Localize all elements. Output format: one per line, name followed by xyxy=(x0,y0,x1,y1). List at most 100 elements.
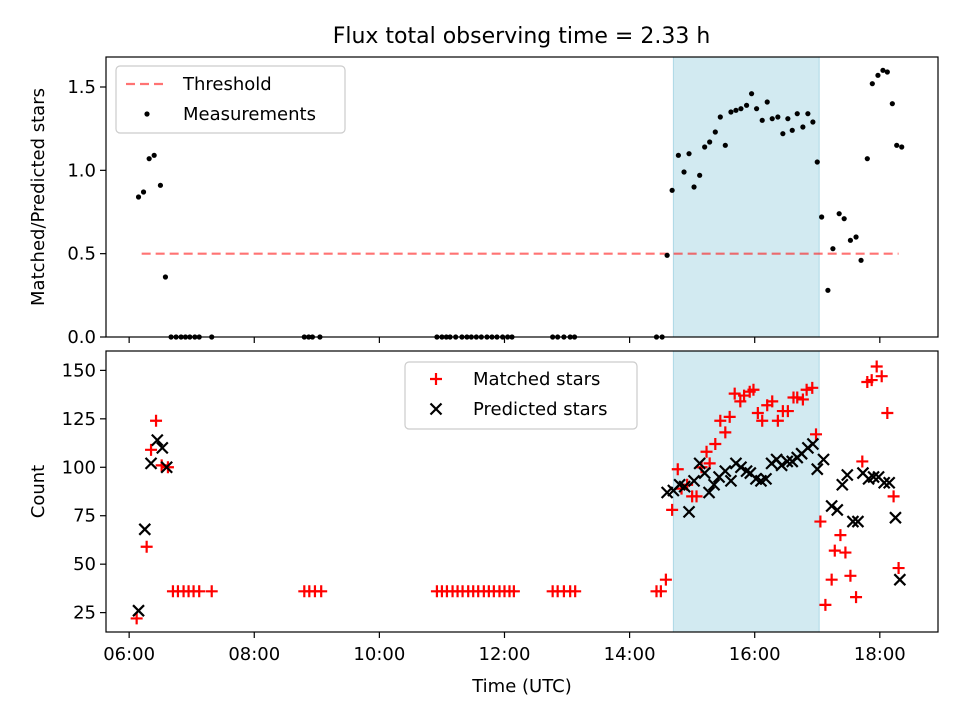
measurement-point xyxy=(858,257,864,263)
measurement-point xyxy=(880,67,886,73)
measurement-point xyxy=(664,252,670,258)
predicted-star-point xyxy=(693,457,706,470)
measurement-point xyxy=(728,109,734,115)
predicted-star-point xyxy=(682,505,696,519)
predicted-star-point xyxy=(893,573,907,586)
matched-star-point xyxy=(728,387,741,400)
legend-measurements-label: Measurements xyxy=(183,104,316,125)
measurement-point xyxy=(794,111,800,117)
measurement-point xyxy=(759,117,765,123)
bottom-x-tick-label: 12:00 xyxy=(479,644,531,665)
measurement-point xyxy=(800,124,806,130)
predicted-star-point xyxy=(132,604,145,617)
matched-star-point xyxy=(892,562,905,575)
bottom-x-tick-label: 06:00 xyxy=(103,644,155,665)
measurement-point xyxy=(825,287,831,293)
matched-star-point xyxy=(828,544,841,557)
matched-star-point xyxy=(856,455,869,468)
bottom-x-tick-label: 08:00 xyxy=(228,644,280,665)
top-axes-frame xyxy=(105,56,939,338)
legend-threshold-label: Threshold xyxy=(182,74,272,95)
measurement-point xyxy=(743,102,750,108)
matched-star-point xyxy=(814,515,827,528)
measurement-point xyxy=(789,127,795,133)
predicted-star-point xyxy=(846,515,860,528)
measurement-point xyxy=(847,237,854,243)
measurement-point xyxy=(146,156,152,162)
bottom-x-tick-label: 16:00 xyxy=(729,644,781,665)
predicted-star-point xyxy=(144,457,158,470)
bottom-axes-frame xyxy=(105,350,939,633)
predicted-star-point xyxy=(702,486,716,499)
measurement-point xyxy=(702,144,708,150)
predicted-star-point xyxy=(698,466,711,480)
legend-matched-swatch xyxy=(430,373,442,385)
measurement-point xyxy=(722,142,728,148)
measurement-point xyxy=(691,184,697,190)
matched-star-point xyxy=(825,573,838,586)
measurement-point xyxy=(814,159,820,165)
matched-star-point xyxy=(806,381,819,394)
matched-star-point xyxy=(666,503,679,516)
matched-star-point xyxy=(875,370,888,383)
measurement-point xyxy=(884,69,890,75)
measurement-point xyxy=(151,152,157,158)
predicted-star-point xyxy=(817,453,830,466)
predicted-star-point xyxy=(831,503,844,517)
matched-star-point xyxy=(819,598,832,611)
measurement-point xyxy=(738,106,744,112)
bottom-x-axis-label: Time (UTC) xyxy=(471,676,572,697)
chart-title: Flux total observing time = 2.33 h xyxy=(333,24,711,49)
bottom-y-tick-label: 125 xyxy=(62,409,96,430)
legend-matched-label: Matched stars xyxy=(473,369,600,390)
matched-star-point xyxy=(751,407,764,420)
predicted-star-point xyxy=(882,476,896,490)
measurement-point xyxy=(712,129,718,135)
matched-star-point xyxy=(887,490,900,503)
predicted-star-point xyxy=(160,460,173,474)
legend-predicted-label: Predicted stars xyxy=(473,399,607,420)
matched-star-point xyxy=(690,490,703,503)
measurement-point xyxy=(697,172,703,178)
bottom-series-1 xyxy=(132,433,907,617)
measurement-point xyxy=(686,151,692,157)
predicted-star-point xyxy=(780,455,794,468)
matched-star-point xyxy=(781,405,794,418)
matched-star-point xyxy=(659,573,672,586)
bottom-x-tick-label: 18:00 xyxy=(854,644,906,665)
top-legend xyxy=(115,65,346,134)
matched-star-point xyxy=(140,540,153,553)
matched-star-point xyxy=(723,410,736,423)
bottom-x-tick-label: 10:00 xyxy=(353,644,405,665)
predicted-star-point xyxy=(687,474,701,488)
matched-star-point xyxy=(709,438,722,451)
top-y-tick-label: 1.0 xyxy=(67,160,96,181)
measurement-point xyxy=(733,107,739,113)
legend-box xyxy=(115,65,346,134)
matched-star-point xyxy=(145,443,158,456)
bottom-y-tick-label: 150 xyxy=(62,360,96,381)
matched-star-point xyxy=(507,585,520,598)
matched-star-point xyxy=(671,463,684,476)
bottom-y-tick-label: 50 xyxy=(73,554,96,575)
matched-star-point xyxy=(881,407,894,420)
measurement-point xyxy=(810,119,816,125)
matched-star-point xyxy=(810,428,823,441)
bottom-y-tick-label: 100 xyxy=(62,457,96,478)
matched-star-point xyxy=(714,414,727,427)
matched-star-point xyxy=(193,585,206,598)
measurement-point xyxy=(162,274,169,280)
measurement-point xyxy=(853,234,859,240)
measurement-point xyxy=(899,144,905,150)
bottom-legend xyxy=(404,361,638,430)
measurement-point xyxy=(889,101,895,107)
predicted-star-point xyxy=(707,478,721,491)
matched-star-point xyxy=(569,585,582,598)
measurement-point xyxy=(135,194,142,200)
matched-star-point xyxy=(756,414,769,427)
measurement-point xyxy=(805,111,811,117)
predicted-star-point xyxy=(724,474,738,488)
matched-star-point xyxy=(796,393,809,406)
measurement-point xyxy=(769,116,775,122)
measurement-point xyxy=(681,169,687,175)
